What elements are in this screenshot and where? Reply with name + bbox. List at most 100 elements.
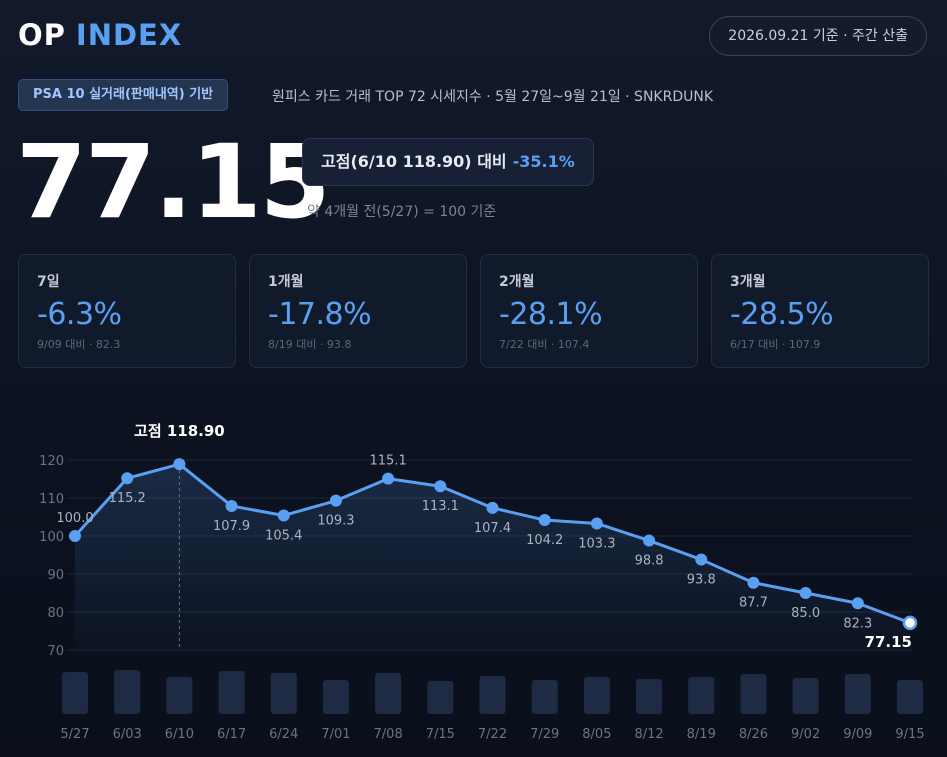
date-pill: 2026.09.21 기준 · 주간 산출 [709, 16, 927, 56]
x-tick-label: 9/15 [895, 727, 924, 742]
data-label: 109.3 [317, 514, 354, 529]
x-tick-label: 8/19 [687, 727, 716, 742]
card-label: 1개월 [268, 274, 304, 290]
logo-index: INDEX [75, 18, 183, 52]
volume-bar [114, 670, 141, 714]
volume-bar [270, 673, 297, 714]
data-point [121, 472, 134, 485]
y-tick-label: 70 [47, 644, 64, 659]
card-value: -28.5% [730, 297, 834, 332]
card-ref: 7/22 대비 · 107.4 [499, 338, 590, 351]
x-tick-label: 6/17 [217, 727, 246, 742]
y-tick-label: 90 [47, 568, 64, 583]
volume-bar [792, 678, 819, 714]
data-point [329, 494, 342, 507]
x-tick-label: 7/01 [321, 727, 350, 742]
data-label: 103.3 [578, 536, 615, 551]
volume-bar [897, 680, 923, 714]
data-label: 98.8 [635, 554, 664, 569]
data-label: 115.1 [370, 454, 407, 469]
data-label: 105.4 [265, 528, 302, 543]
data-label: 77.15 [865, 633, 912, 651]
index-line-chart: 70 80 90 100 110 120 100.0 115.2 107.9 105.4 109.… [39, 422, 924, 742]
volume-bar [166, 677, 193, 714]
card-value: -17.8% [268, 297, 372, 332]
x-tick-label: 5/27 [60, 727, 89, 742]
card-label: 2개월 [499, 274, 535, 290]
x-tick-label: 6/10 [165, 727, 194, 742]
data-label: 87.7 [739, 596, 768, 611]
change-card-7d: 7일 -6.3% 9/09 대비 · 82.3 [18, 254, 236, 368]
data-point [902, 615, 918, 631]
x-tick-label: 8/12 [634, 727, 663, 742]
volume-bar [427, 681, 454, 714]
volume-bar [844, 674, 871, 714]
volume-bar [583, 677, 610, 714]
card-ref: 9/09 대비 · 82.3 [37, 338, 121, 351]
data-point [225, 499, 238, 512]
data-label: 104.2 [526, 533, 563, 548]
data-point [747, 576, 760, 589]
data-label: 113.1 [422, 499, 459, 514]
current-index-value: 77.15 [16, 123, 331, 242]
data-label: 82.3 [843, 616, 872, 631]
volume-bar [375, 673, 402, 714]
data-label: 107.9 [213, 519, 250, 534]
data-label: 85.0 [791, 606, 820, 621]
data-point [277, 509, 290, 522]
x-tick-label: 7/08 [374, 727, 403, 742]
card-value: -28.1% [499, 297, 603, 332]
y-tick-label: 110 [39, 492, 64, 507]
x-tick-label: 7/15 [426, 727, 455, 742]
data-point [538, 514, 551, 527]
y-tick-label: 120 [39, 454, 64, 469]
x-tick-label: 9/02 [791, 727, 820, 742]
volume-bar [322, 680, 349, 714]
x-tick-label: 7/22 [478, 727, 507, 742]
logo-op: OP [18, 18, 66, 52]
peak-annotation: 고점 118.90 [134, 422, 225, 440]
x-tick-label: 6/24 [269, 727, 298, 742]
volume-bar [740, 674, 767, 714]
card-ref: 6/17 대비 · 107.9 [730, 338, 821, 351]
source-badge: PSA 10 실거래(판매내역) 기반 [18, 79, 229, 111]
data-point [69, 530, 81, 542]
data-point [851, 597, 864, 610]
card-value: -6.3% [37, 297, 122, 332]
card-label: 7일 [37, 274, 60, 290]
volume-bar [531, 680, 558, 714]
data-label: 115.2 [109, 491, 146, 506]
data-label: 93.8 [687, 573, 716, 588]
base-note: 약 4개월 전(5/27) = 100 기준 [307, 204, 497, 220]
peak-change: -35.1% [512, 152, 575, 171]
volume-bar [636, 679, 663, 714]
data-label: 100.0 [56, 511, 93, 526]
data-point [173, 458, 186, 471]
data-point [382, 472, 395, 485]
x-tick-label: 9/09 [843, 727, 872, 742]
y-tick-label: 80 [47, 606, 64, 621]
x-tick-label: 6/03 [113, 727, 142, 742]
change-card-1m: 1개월 -17.8% 8/19 대비 · 93.8 [249, 254, 467, 368]
x-tick-label: 8/26 [739, 727, 768, 742]
peak-comparison-box: 고점(6/10 118.90) 대비 -35.1% [302, 138, 594, 186]
data-point [799, 587, 812, 599]
volume-bar [479, 676, 506, 714]
volume-bar [218, 671, 245, 714]
volume-bar [62, 672, 88, 714]
x-tick-label: 8/05 [582, 727, 611, 742]
volume-bar [688, 677, 715, 714]
data-point [643, 534, 656, 547]
x-tick-label: 7/29 [530, 727, 559, 742]
y-tick-label: 100 [39, 530, 64, 545]
data-point [590, 517, 603, 530]
logo: OP INDEX [18, 18, 182, 52]
data-point [486, 501, 499, 514]
subtitle: 원피스 카드 거래 TOP 72 시세지수 · 5월 27일~9월 21일 · … [272, 89, 714, 105]
data-point [434, 480, 447, 493]
area-fill [75, 464, 910, 650]
data-point [695, 553, 708, 566]
change-card-2m: 2개월 -28.1% 7/22 대비 · 107.4 [480, 254, 698, 368]
change-card-3m: 3개월 -28.5% 6/17 대비 · 107.9 [711, 254, 929, 368]
card-ref: 8/19 대비 · 93.8 [268, 338, 352, 351]
